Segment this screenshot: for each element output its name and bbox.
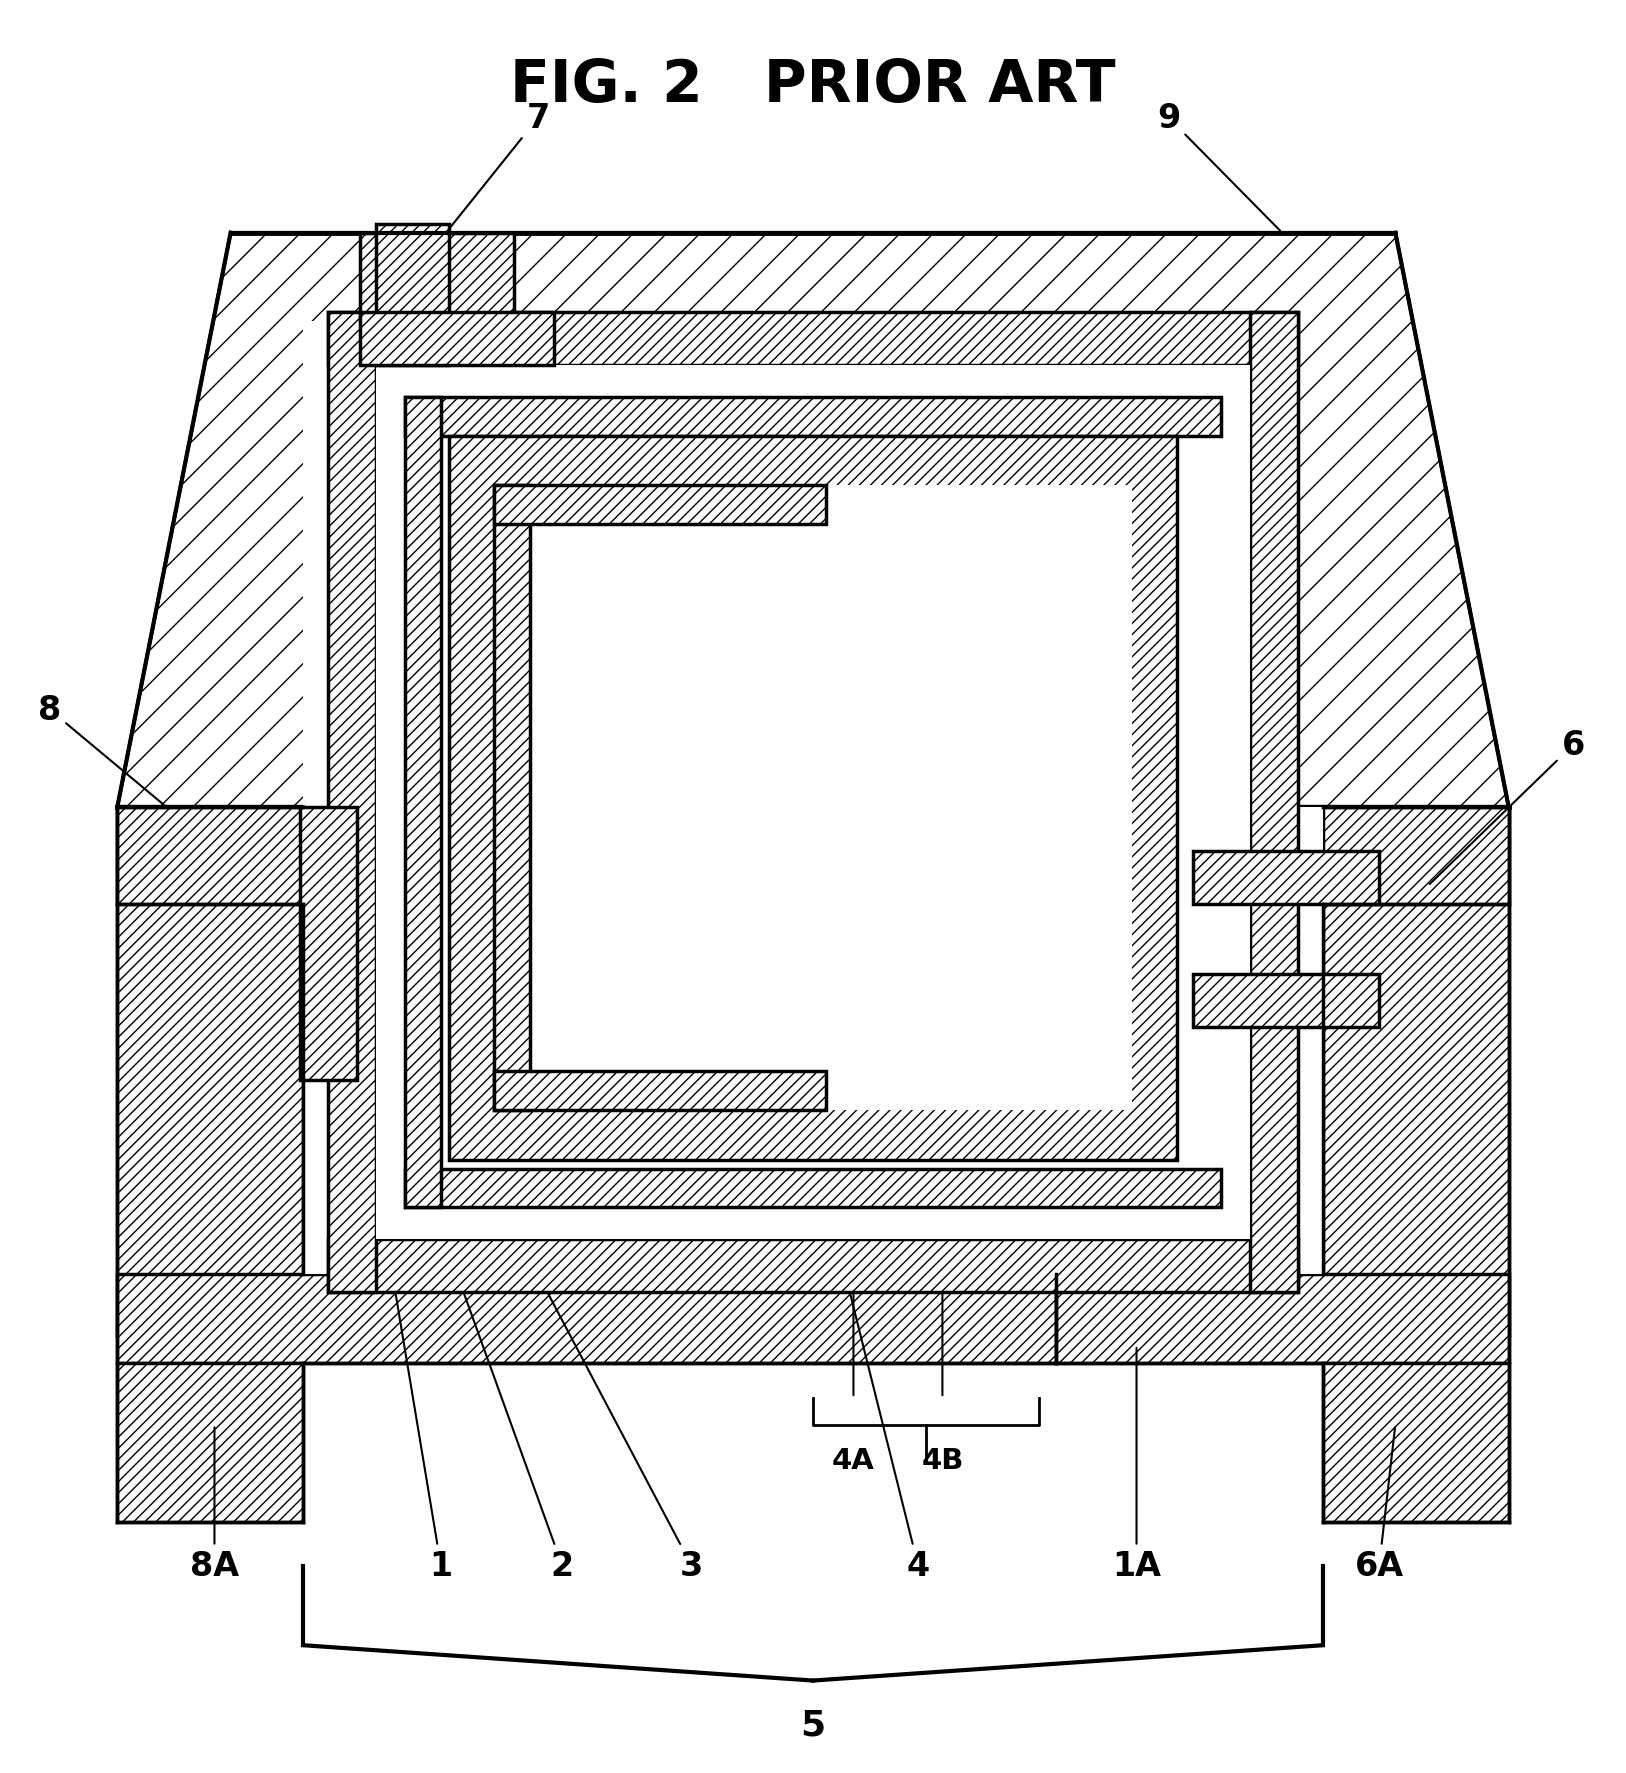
Text: 1: 1 xyxy=(393,1278,452,1582)
Bar xyxy=(359,234,514,323)
Bar xyxy=(117,1275,1055,1363)
Bar xyxy=(328,1239,1298,1293)
Bar xyxy=(376,225,449,365)
Polygon shape xyxy=(117,234,1509,807)
Bar xyxy=(328,314,376,1293)
Bar xyxy=(405,397,1221,436)
Text: 5: 5 xyxy=(800,1707,826,1741)
Bar xyxy=(494,486,826,525)
Text: 6A: 6A xyxy=(1354,1427,1403,1582)
Bar xyxy=(449,436,1177,1160)
Text: 4B: 4B xyxy=(922,1447,964,1473)
Text: 8: 8 xyxy=(37,693,164,805)
Text: 9: 9 xyxy=(1158,103,1280,232)
Text: 4A: 4A xyxy=(833,1447,875,1473)
Text: FIG. 2   PRIOR ART: FIG. 2 PRIOR ART xyxy=(511,57,1115,113)
Bar xyxy=(1322,1363,1509,1521)
Bar xyxy=(494,1073,826,1110)
Text: 2: 2 xyxy=(459,1277,574,1582)
Bar xyxy=(1193,975,1379,1028)
Bar xyxy=(1193,851,1379,904)
Bar xyxy=(494,486,530,1110)
Text: 7: 7 xyxy=(426,103,550,257)
Bar xyxy=(1055,1275,1509,1363)
Bar xyxy=(1322,807,1509,1337)
Bar xyxy=(304,904,571,1275)
Bar xyxy=(405,1168,1221,1207)
Bar xyxy=(359,314,554,365)
Text: 6: 6 xyxy=(1429,729,1585,885)
Bar xyxy=(117,807,304,1337)
Bar xyxy=(1055,807,1322,1275)
Text: 3: 3 xyxy=(540,1277,704,1582)
Bar xyxy=(328,314,1298,365)
Bar xyxy=(1322,807,1509,904)
Bar xyxy=(1250,314,1298,1293)
Bar xyxy=(376,365,1250,1239)
Text: 4: 4 xyxy=(846,1277,930,1582)
Polygon shape xyxy=(304,323,571,807)
Text: 1A: 1A xyxy=(1112,1347,1161,1582)
Bar xyxy=(301,807,356,1080)
Text: 8A: 8A xyxy=(190,1427,239,1582)
Bar xyxy=(304,904,1055,1275)
Bar xyxy=(328,314,1298,1293)
Bar xyxy=(117,807,304,904)
Bar xyxy=(117,1363,304,1521)
Bar xyxy=(494,486,1132,1110)
Bar xyxy=(405,397,441,1207)
